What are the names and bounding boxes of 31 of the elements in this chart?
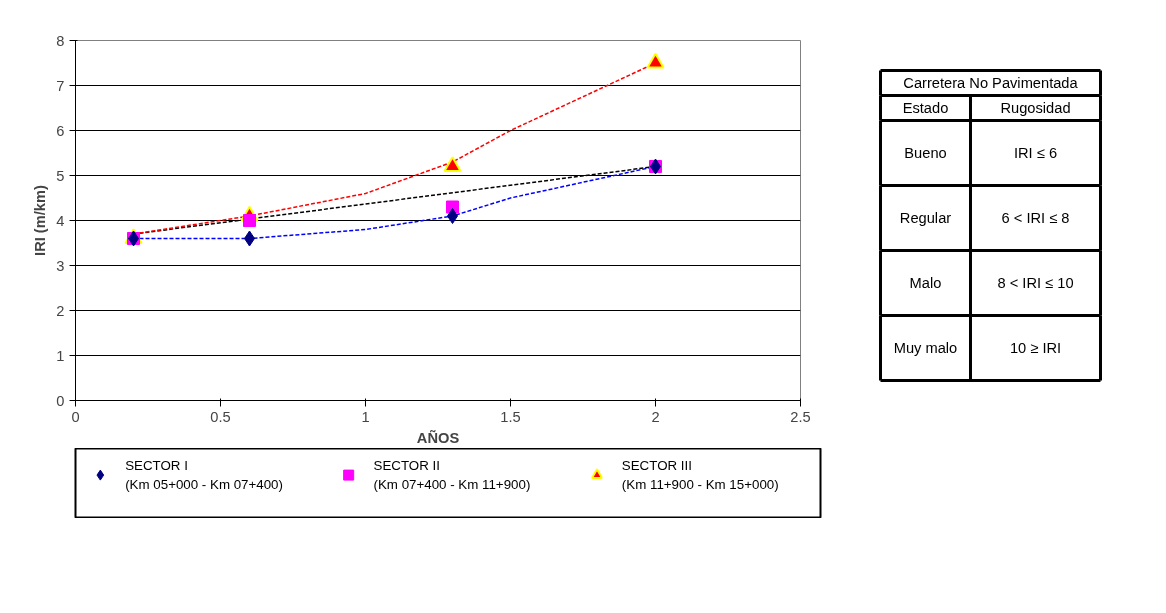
text: IRI ≤ 6 — [1013, 145, 1058, 161]
x-tick-label: 2.5 — [790, 408, 811, 425]
y-tick-label: 4 — [56, 212, 65, 229]
text: Bueno — [904, 145, 947, 161]
text: Malo — [909, 275, 942, 291]
text: 8 < IRI ≤ 10 — [997, 275, 1074, 291]
text: Rugosidad — [1000, 100, 1071, 116]
y-axis-title: IRI (m/km) — [32, 184, 49, 256]
x-tick-label: 1 — [361, 408, 370, 425]
y-tick-label: 8 — [56, 32, 65, 49]
text: Muy malo — [893, 340, 958, 356]
y-tick-label: 6 — [56, 122, 65, 139]
y-tick-label: 3 — [56, 257, 65, 274]
legend-label: SECTOR II (Km 07+400 - Km 11+900) — [373, 457, 531, 493]
text: 10 ≥ IRI — [1009, 340, 1062, 356]
x-tick-label: 0 — [71, 408, 80, 425]
x-tick-label: 2 — [651, 408, 660, 425]
text: Estado — [902, 100, 949, 116]
y-tick-label: 7 — [56, 77, 65, 94]
text: Regular — [899, 210, 952, 226]
text: Carretera No Pavimentada — [903, 74, 1079, 91]
y-tick-label: 1 — [56, 347, 65, 364]
x-tick-label: 1.5 — [500, 408, 521, 425]
legend-label: SECTOR III (Km 11+900 - Km 15+000) — [621, 457, 779, 493]
y-tick-label: 2 — [56, 302, 65, 319]
x-tick-label: 0.5 — [210, 408, 231, 425]
text: 6 < IRI ≤ 8 — [1001, 210, 1070, 226]
x-axis-title: AÑOS — [416, 428, 460, 446]
y-tick-label: 0 — [56, 392, 65, 409]
legend-label: SECTOR I (Km 05+000 - Km 07+400) — [125, 457, 283, 493]
y-tick-label: 5 — [56, 167, 65, 184]
